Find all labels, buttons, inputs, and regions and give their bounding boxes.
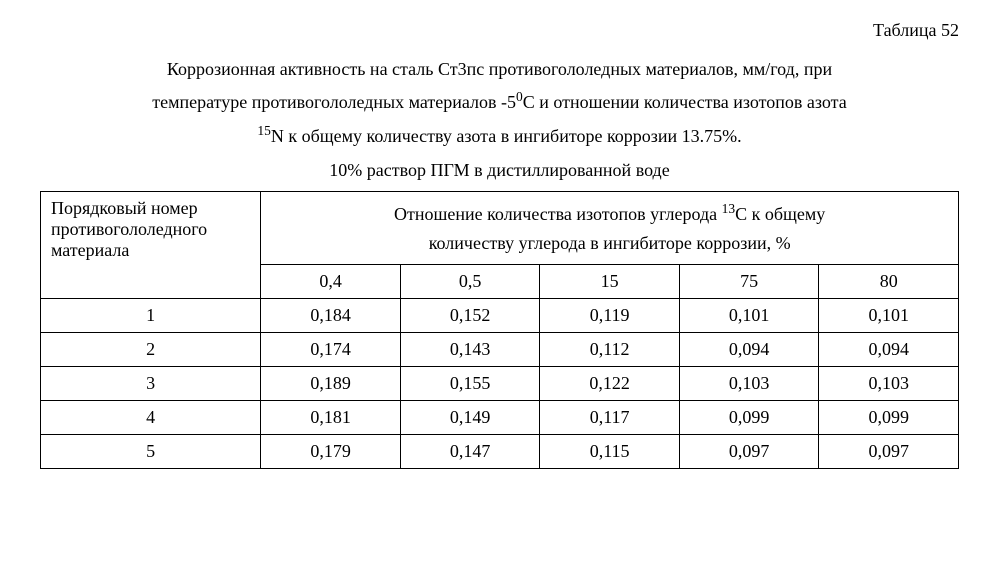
description-line2-post: С и отношении количества изотопов азота [523, 92, 847, 112]
table-row: 3 0,189 0,155 0,122 0,103 0,103 [41, 366, 959, 400]
row-num: 5 [41, 434, 261, 468]
data-table: Порядковый номер противогололедного мате… [40, 191, 959, 469]
col-header-2: 15 [540, 264, 680, 298]
data-cell: 0,097 [819, 434, 959, 468]
col-header-0: 0,4 [261, 264, 401, 298]
data-cell: 0,115 [540, 434, 680, 468]
data-cell: 0,099 [819, 400, 959, 434]
data-cell: 0,155 [400, 366, 540, 400]
description-line2-pre: температуре противогололедных материалов… [152, 92, 516, 112]
data-cell: 0,181 [261, 400, 401, 434]
data-cell: 0,152 [400, 298, 540, 332]
data-cell: 0,103 [819, 366, 959, 400]
ratio-header-mid: С к общему [735, 204, 825, 224]
data-cell: 0,112 [540, 332, 680, 366]
data-cell: 0,143 [400, 332, 540, 366]
data-cell: 0,101 [819, 298, 959, 332]
table-row: 5 0,179 0,147 0,115 0,097 0,097 [41, 434, 959, 468]
data-cell: 0,101 [679, 298, 819, 332]
data-cell: 0,103 [679, 366, 819, 400]
col-header-3: 75 [679, 264, 819, 298]
data-cell: 0,122 [540, 366, 680, 400]
data-cell: 0,119 [540, 298, 680, 332]
table-header-row-1: Порядковый номер противогололедного мате… [41, 192, 959, 265]
col1-header: Порядковый номер противогололедного мате… [41, 192, 261, 299]
table-row: 1 0,184 0,152 0,119 0,101 0,101 [41, 298, 959, 332]
data-cell: 0,189 [261, 366, 401, 400]
subtitle-text: 10% раствор ПГМ в дистиллированной воде [40, 160, 959, 181]
table-label: Таблица 52 [40, 20, 959, 41]
col1-header-l3: материала [51, 240, 129, 260]
data-cell: 0,094 [819, 332, 959, 366]
data-cell: 0,099 [679, 400, 819, 434]
ratio-header: Отношение количества изотопов углерода 1… [261, 192, 959, 265]
row-num: 1 [41, 298, 261, 332]
data-cell: 0,149 [400, 400, 540, 434]
description-line2-sup: 0 [516, 89, 523, 104]
data-cell: 0,184 [261, 298, 401, 332]
description-text: Коррозионная активность на сталь Ст3пс п… [40, 53, 959, 152]
data-cell: 0,174 [261, 332, 401, 366]
data-cell: 0,179 [261, 434, 401, 468]
description-line3-post: N к общему количеству азота в ингибиторе… [271, 126, 742, 146]
col1-header-l2: противогололедного [51, 219, 207, 239]
col-header-1: 0,5 [400, 264, 540, 298]
row-num: 4 [41, 400, 261, 434]
row-num: 2 [41, 332, 261, 366]
data-cell: 0,147 [400, 434, 540, 468]
col1-header-l1: Порядковый номер [51, 198, 198, 218]
ratio-header-l2: количеству углерода в ингибиторе коррози… [429, 233, 791, 253]
table-row: 2 0,174 0,143 0,112 0,094 0,094 [41, 332, 959, 366]
table-row: 4 0,181 0,149 0,117 0,099 0,099 [41, 400, 959, 434]
data-cell: 0,094 [679, 332, 819, 366]
description-line3-sup: 15 [257, 123, 271, 138]
data-cell: 0,117 [540, 400, 680, 434]
ratio-header-pre: Отношение количества изотопов углерода [394, 204, 722, 224]
col-header-4: 80 [819, 264, 959, 298]
description-line1: Коррозионная активность на сталь Ст3пс п… [167, 59, 832, 79]
row-num: 3 [41, 366, 261, 400]
ratio-header-sup: 13 [722, 201, 736, 216]
data-cell: 0,097 [679, 434, 819, 468]
